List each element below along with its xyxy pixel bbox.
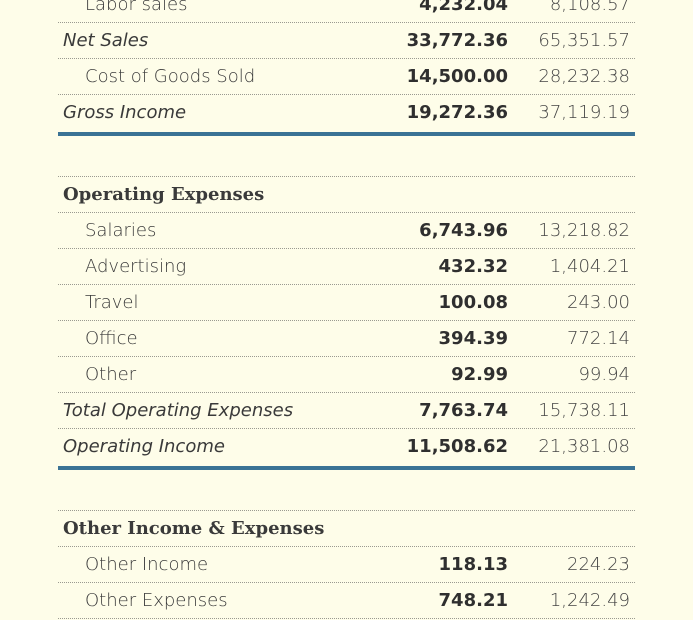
total-rule <box>58 132 635 136</box>
current-value: 394.39 <box>438 328 508 349</box>
section-heading-label: Operating Expenses <box>63 184 265 205</box>
current-value: 748.21 <box>438 590 508 611</box>
row-label: Cost of Goods Sold <box>85 66 256 87</box>
previous-value: 37,119.19 <box>538 102 630 123</box>
row-label: Labor sales <box>85 0 188 15</box>
table-row-net-sales: Net Sales 33,772.36 65,351.57 <box>58 23 635 59</box>
previous-value: 15,738.11 <box>538 400 630 421</box>
row-label: Travel <box>85 292 139 313</box>
section-spacer <box>58 470 635 510</box>
table-row-gross-income: Gross Income 19,272.36 37,119.19 <box>58 95 635 132</box>
income-statement: Labor sales 4,232.04 8,108.57 Net Sales 33,7… <box>58 0 635 619</box>
previous-value: 772.14 <box>567 328 630 349</box>
row-label: Other Income <box>85 554 209 575</box>
row-label: Other <box>85 364 137 385</box>
previous-value: 28,232.38 <box>538 66 630 87</box>
previous-value: 8,108.57 <box>549 0 630 15</box>
total-rule <box>58 466 635 470</box>
row-label: Salaries <box>85 220 157 241</box>
previous-value: 99.94 <box>578 364 630 385</box>
current-value: 118.13 <box>438 554 508 575</box>
current-value: 11,508.62 <box>406 436 508 457</box>
section-heading-operating-expenses: Operating Expenses <box>58 176 635 213</box>
table-row-other: Other 92.99 99.94 <box>58 357 635 393</box>
previous-value: 1,404.21 <box>549 256 630 277</box>
current-value: 7,763.74 <box>419 400 508 421</box>
current-value: 4,232.04 <box>419 0 508 15</box>
current-value: 100.08 <box>438 292 508 313</box>
row-label: Gross Income <box>63 102 187 123</box>
previous-value: 243.00 <box>567 292 630 313</box>
previous-value: 13,218.82 <box>538 220 630 241</box>
current-value: 33,772.36 <box>406 30 508 51</box>
table-row-travel: Travel 100.08 243.00 <box>58 285 635 321</box>
table-row-operating-income: Operating Income 11,508.62 21,381.08 <box>58 429 635 466</box>
row-label: Office <box>85 328 138 349</box>
table-row-other-income: Other Income 118.13 224.23 <box>58 547 635 583</box>
section-heading-label: Other Income & Expenses <box>63 518 325 539</box>
previous-value: 1,242.49 <box>549 590 630 611</box>
current-value: 19,272.36 <box>406 102 508 123</box>
current-value: 6,743.96 <box>419 220 508 241</box>
row-label: Net Sales <box>63 30 149 51</box>
table-row-advertising: Advertising 432.32 1,404.21 <box>58 249 635 285</box>
table-row-salaries: Salaries 6,743.96 13,218.82 <box>58 213 635 249</box>
table-row-other-expenses: Other Expenses 748.21 1,242.49 <box>58 583 635 619</box>
current-value: 92.99 <box>451 364 508 385</box>
section-spacer <box>58 136 635 176</box>
row-label: Total Operating Expenses <box>63 400 294 421</box>
previous-value: 21,381.08 <box>538 436 630 457</box>
previous-value: 65,351.57 <box>538 30 630 51</box>
row-label: Operating Income <box>63 436 225 457</box>
table-row-office: Office 394.39 772.14 <box>58 321 635 357</box>
table-row-cost-of-goods-sold: Cost of Goods Sold 14,500.00 28,232.38 <box>58 59 635 95</box>
current-value: 14,500.00 <box>406 66 508 87</box>
table-row-total-operating-expenses: Total Operating Expenses 7,763.74 15,738.1… <box>58 393 635 429</box>
row-label: Advertising <box>85 256 187 277</box>
current-value: 432.32 <box>438 256 508 277</box>
previous-value: 224.23 <box>567 554 630 575</box>
section-heading-other-income-and-expenses: Other Income & Expenses <box>58 510 635 547</box>
row-label: Other Expenses <box>85 590 228 611</box>
table-row-labor-sales: Labor sales 4,232.04 8,108.57 <box>58 0 635 23</box>
